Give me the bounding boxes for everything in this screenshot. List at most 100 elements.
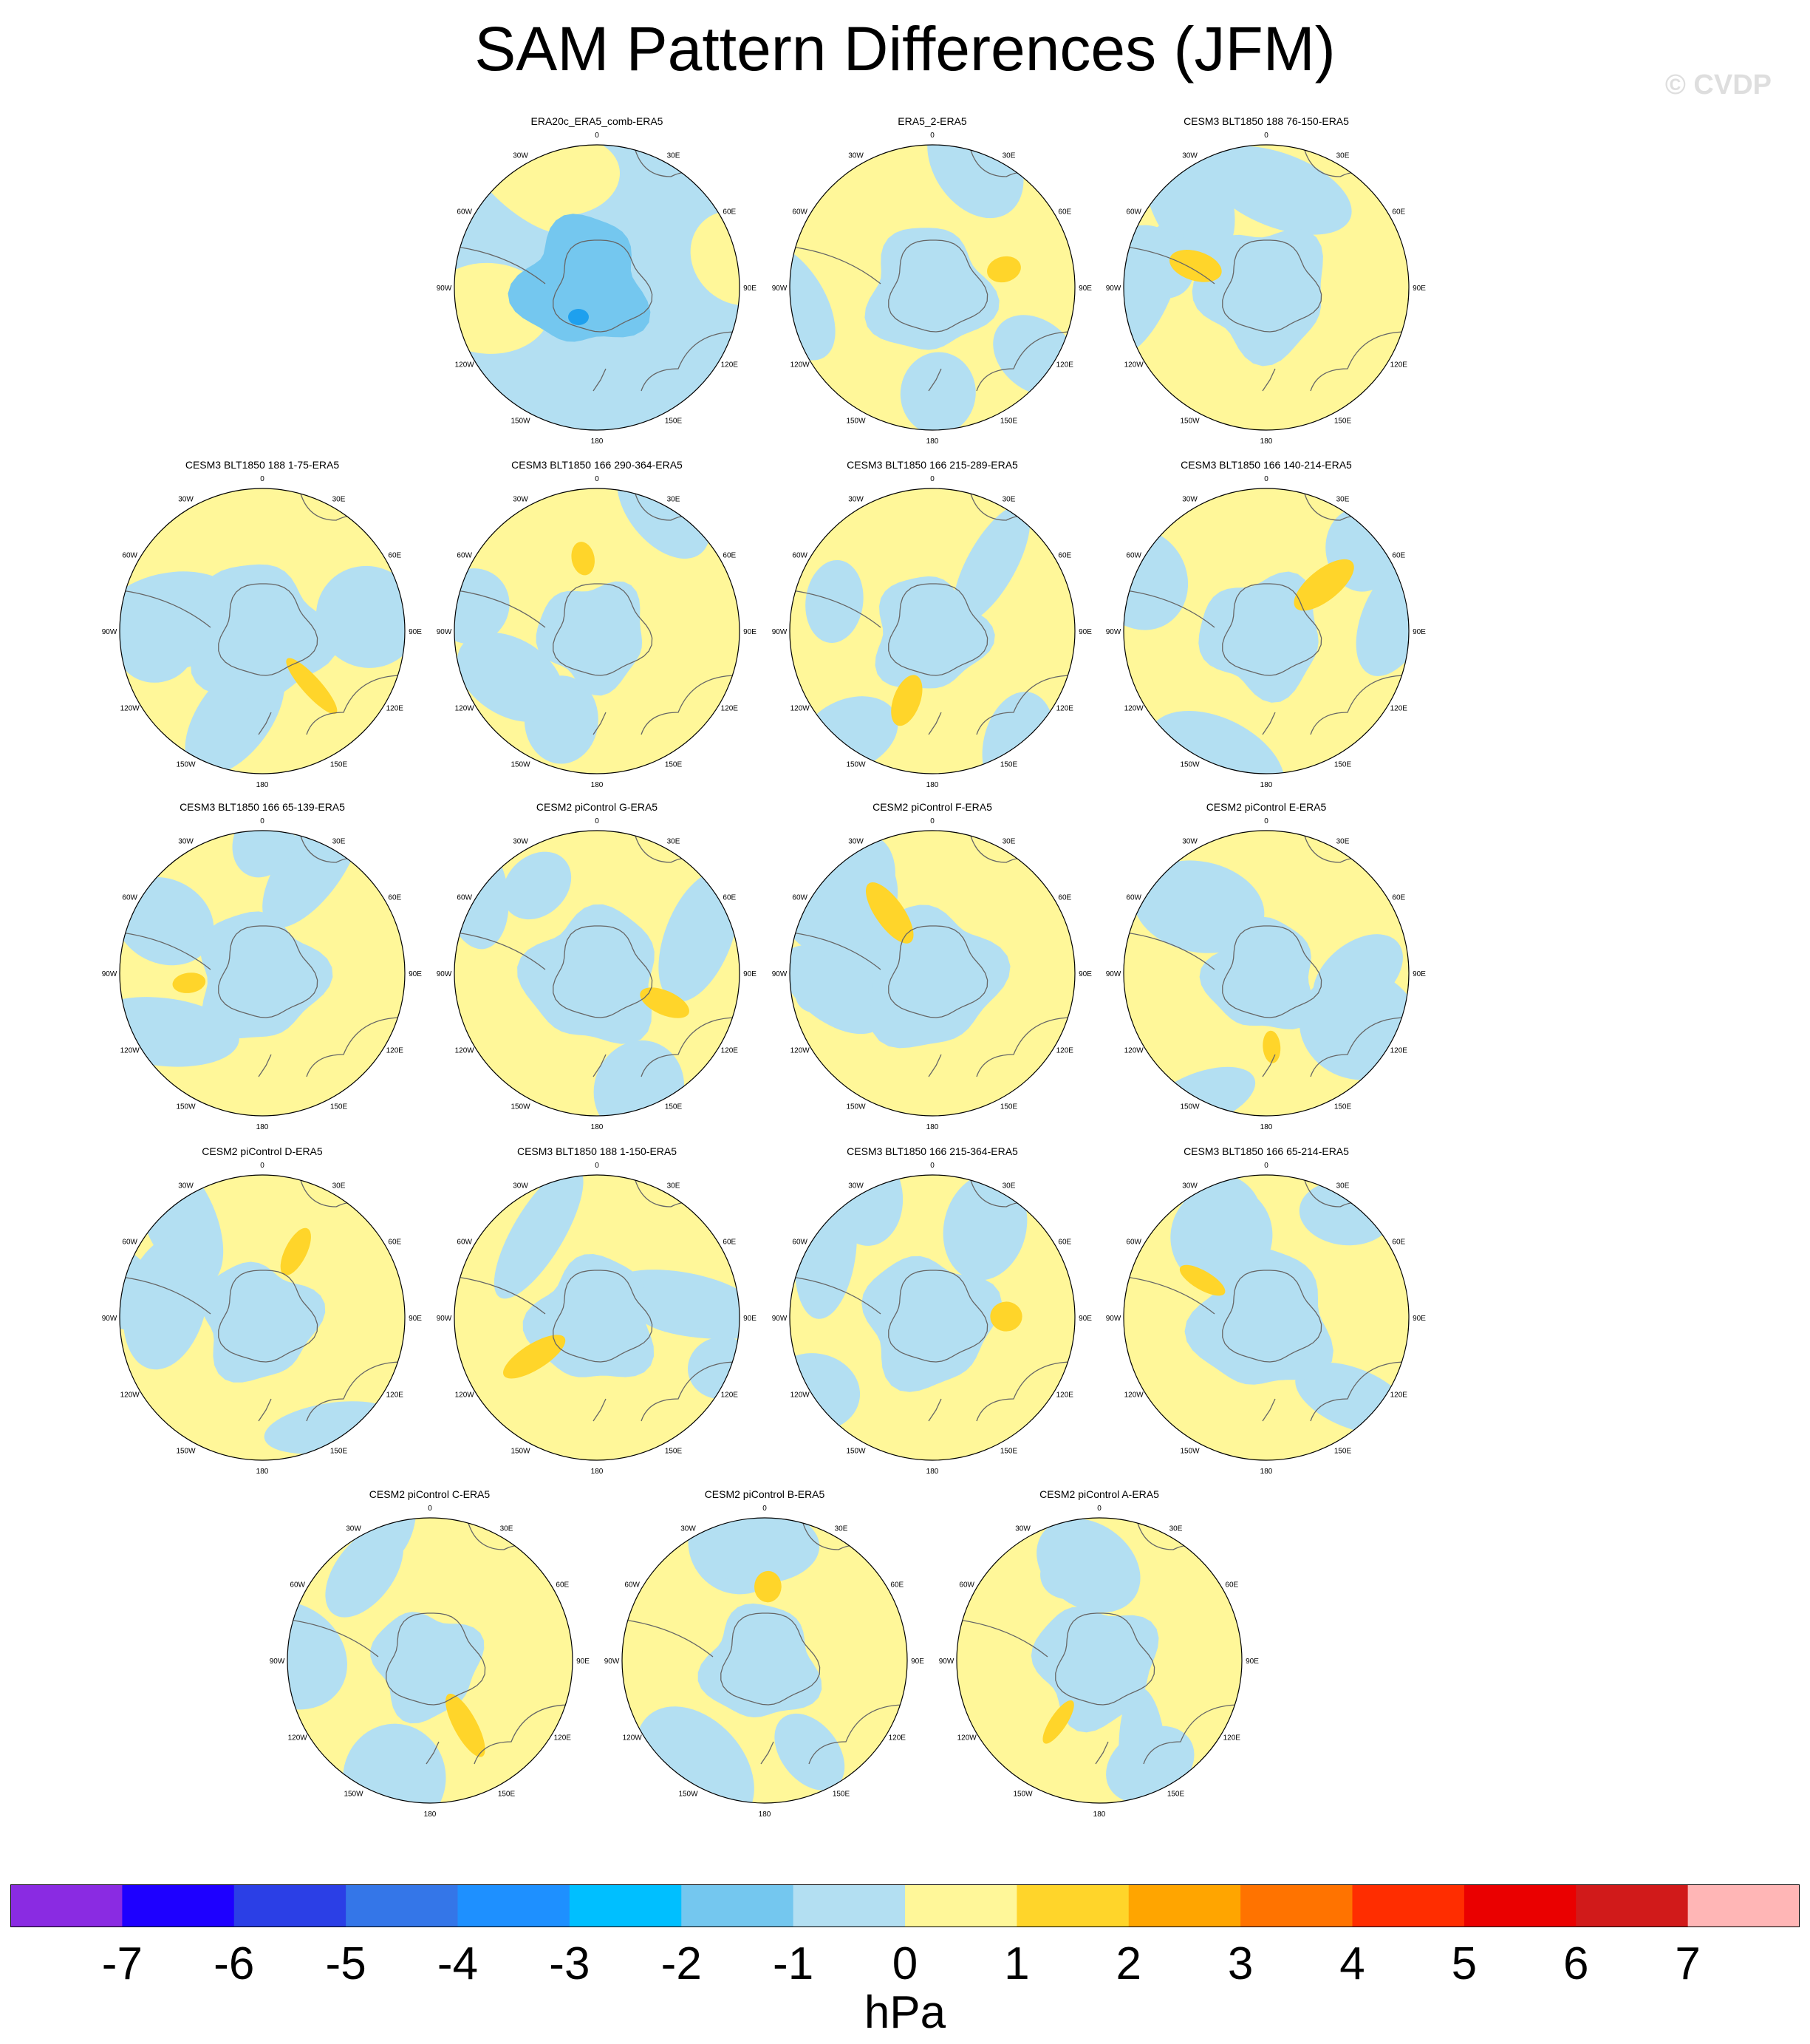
longitude-label: 0 [260, 475, 264, 483]
positive-anomaly [987, 256, 1021, 283]
longitude-label: 150W [1180, 1447, 1200, 1455]
longitude-label: 180 [256, 781, 269, 789]
anomaly-patch [953, 505, 1031, 623]
longitude-label: 60W [457, 552, 472, 560]
antarctica-coastline [888, 925, 988, 1018]
longitude-label: 120E [721, 361, 739, 369]
anomaly-patch [342, 1723, 446, 1803]
map-border [454, 1174, 740, 1461]
longitude-label: 60E [1058, 894, 1071, 902]
colorbar-tick: 2 [1116, 1938, 1141, 1989]
longitude-label: 0 [1264, 1162, 1268, 1170]
anomaly-patch [1124, 225, 1194, 299]
longitude-label: 0 [930, 1162, 935, 1170]
longitude-label: 30W [513, 152, 528, 160]
south-america-coastline [791, 1276, 881, 1315]
polar-anomaly [200, 911, 333, 1039]
longitude-label: 120W [957, 1734, 977, 1742]
anomaly-patch [1133, 860, 1265, 953]
map-panel: CESM2 piControl C-ERA5 0 30E 60E 90E 120E 150E… [267, 1488, 592, 1821]
longitude-label: 30E [835, 1525, 848, 1533]
south-america-coastline [958, 1619, 1048, 1658]
south-america-coastline [624, 1619, 714, 1658]
antarctica-coastline [218, 1270, 318, 1363]
longitude-label: 90W [1106, 970, 1121, 978]
panel-title: CESM3 BLT1850 166 215-364-ERA5 [847, 1145, 1018, 1157]
longitude-label: 60W [959, 1581, 974, 1590]
colorbar-box [346, 1884, 459, 1927]
map-border [1123, 144, 1410, 431]
longitude-label: 30W [1182, 496, 1198, 504]
longitude-label: 90W [1106, 285, 1121, 293]
longitude-label: 90W [102, 1315, 117, 1323]
south-america-coastline [791, 246, 881, 285]
longitude-label: 90E [409, 970, 422, 978]
longitude-label: 90E [1413, 285, 1426, 293]
map-panel: CESM3 BLT1850 166 65-214-ERA5 0 30E 60E 90E 1… [1104, 1145, 1429, 1478]
longitude-label: 60E [388, 552, 401, 560]
longitude-label: 150E [1334, 417, 1352, 425]
longitude-label: 60W [122, 894, 137, 902]
longitude-label: 30E [332, 496, 346, 504]
anomaly-patch [1182, 1175, 1263, 1256]
longitude-label: 180 [926, 1123, 939, 1131]
longitude-label: 120W [287, 1734, 307, 1742]
colorbar-outline [10, 1884, 1800, 1927]
antarctica-coastline [553, 239, 653, 333]
longitude-label: 150E [665, 1447, 683, 1455]
longitude-label: 90W [1106, 1315, 1121, 1323]
longitude-label: 90E [576, 1658, 590, 1666]
longitude-label: 90E [1413, 628, 1426, 636]
longitude-label: 60E [1058, 1239, 1071, 1247]
longitude-label: 120E [386, 705, 404, 713]
longitude-label: 90W [772, 1315, 788, 1323]
longitude-label: 180 [423, 1810, 436, 1819]
longitude-label: 30E [1003, 838, 1016, 846]
map-border [119, 1174, 406, 1461]
longitude-label: 120W [120, 1391, 140, 1400]
longitude-label: 30E [1336, 1182, 1350, 1190]
longitude-label: 30W [178, 1182, 194, 1190]
south-america-coastline [456, 1276, 546, 1315]
positive-anomaly [503, 1335, 566, 1379]
longitude-label: 180 [926, 781, 939, 789]
polar-anomaly [1198, 571, 1319, 703]
map-panel: CESM2 piControl G-ERA5 0 30E 60E 90E 120E 150E… [434, 801, 759, 1134]
colorbar-tick: 1 [1004, 1938, 1030, 1989]
longitude-label: 150W [176, 1447, 196, 1455]
new-zealand-coastline [928, 1398, 942, 1422]
longitude-label: 60E [723, 552, 736, 560]
longitude-label: 90W [269, 1658, 284, 1666]
longitude-label: 150W [176, 1103, 196, 1111]
panel-title: CESM3 BLT1850 166 65-214-ERA5 [1184, 1145, 1349, 1157]
longitude-label: 150W [1013, 1790, 1033, 1798]
map-border [119, 830, 406, 1117]
australia-coastline [1310, 1361, 1407, 1422]
positive-anomaly [445, 1693, 485, 1757]
longitude-label: 0 [1264, 475, 1268, 483]
australia-coastline [1310, 675, 1407, 735]
longitude-label: 150E [330, 1447, 348, 1455]
south-america-coastline [456, 932, 546, 970]
longitude-label: 60E [1058, 552, 1071, 560]
colorbar-box [233, 1884, 346, 1927]
longitude-label: 30E [332, 1182, 346, 1190]
longitude-label: 150W [846, 417, 866, 425]
longitude-label: 120E [386, 1391, 404, 1400]
south-america-coastline [121, 590, 211, 628]
polar-anomaly [517, 904, 655, 1044]
longitude-label: 60W [457, 1239, 472, 1247]
longitude-label: 60E [723, 1239, 736, 1247]
longitude-label: 90W [437, 1315, 452, 1323]
positive-anomaly [640, 987, 689, 1018]
panel-title: CESM2 piControl F-ERA5 [872, 801, 992, 813]
longitude-label: 0 [1264, 817, 1268, 825]
polar-map: 0 30E 60E 90E 120E 150E 180 150W 120W 90W 60W 30W [437, 1162, 757, 1476]
anomaly-patch [457, 632, 564, 722]
antarctica-coastline [720, 1612, 821, 1706]
polar-map: 0 30E 60E 90E 120E 150E 180 150W 120W 90W 60W 30W [772, 1162, 1093, 1476]
longitude-label: 180 [926, 1468, 939, 1476]
longitude-label: 120E [1056, 1391, 1074, 1400]
polar-map: 0 30E 60E 90E 120E 150E 180 150W 120W 90W 60W 30W [1106, 817, 1427, 1131]
panel-title: CESM3 BLT1850 188 76-150-ERA5 [1184, 115, 1349, 127]
